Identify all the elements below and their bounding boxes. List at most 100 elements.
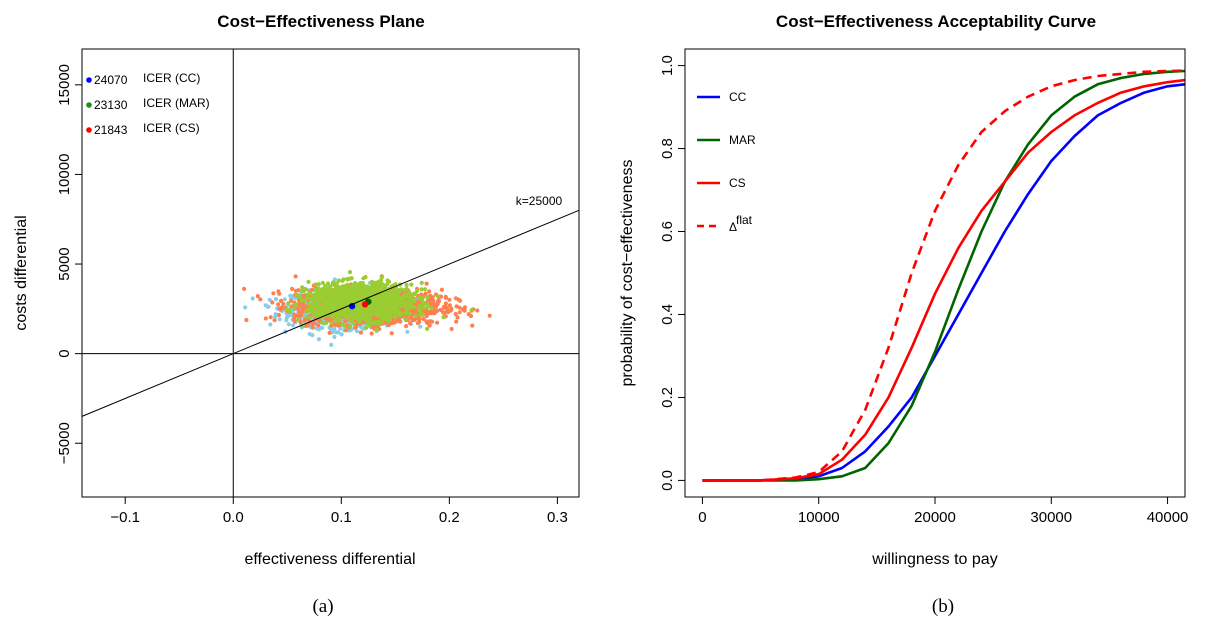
scatter-point (305, 295, 310, 301)
scatter-point (360, 306, 365, 311)
scatter-point (453, 312, 458, 317)
scatter-point (301, 288, 306, 293)
scatter-point (376, 299, 381, 304)
scatter-point (255, 294, 260, 299)
scatter-point (319, 313, 324, 318)
scatter-point (347, 270, 353, 275)
scatter-point (377, 312, 382, 317)
scatter-point (304, 309, 309, 314)
scatter-point (425, 295, 430, 300)
scatter-point (418, 324, 423, 329)
ce-plane-plot-box (81, 48, 580, 498)
scatter-point (393, 311, 398, 316)
scatter-point (347, 310, 353, 315)
scatter-point (242, 286, 247, 291)
scatter-point (404, 283, 409, 288)
scatter-point (320, 280, 325, 285)
scatter-point (359, 282, 364, 287)
scatter-point (408, 302, 413, 307)
scatter-point (268, 315, 273, 320)
ceac-line-mar (702, 69, 1186, 482)
scatter-point (272, 318, 277, 323)
scatter-point (294, 292, 299, 298)
scatter-point (446, 308, 451, 314)
scatter-point (334, 330, 339, 335)
y-tick-label: 15000 (56, 64, 73, 106)
scatter-point (277, 317, 282, 322)
scatter-point (323, 283, 328, 289)
scatter-point (340, 296, 345, 301)
scatter-point (345, 277, 350, 282)
legend-entry: CC (697, 90, 747, 104)
scatter-point (386, 319, 391, 324)
scatter-point (372, 319, 377, 324)
scatter-point (322, 298, 327, 303)
scatter-point (456, 297, 461, 302)
scatter-point (332, 295, 337, 300)
scatter-point (330, 281, 336, 286)
scatter-point (347, 324, 353, 329)
scatter-point (338, 326, 343, 331)
x-tick-label: 20000 (914, 509, 956, 526)
scatter-point (292, 305, 297, 310)
scatter-point (379, 294, 385, 299)
scatter-point (276, 312, 281, 318)
y-tick-label: 0.6 (659, 221, 676, 242)
legend-icer-label: ICER (CS) (143, 121, 200, 135)
scatter-point (306, 323, 311, 328)
ce-plane-x-axis-label: effectiveness differential (244, 551, 415, 568)
scatter-point (443, 301, 448, 306)
scatter-point (316, 323, 321, 328)
scatter-point (427, 311, 432, 316)
scatter-point (443, 295, 448, 300)
scatter-point (356, 318, 361, 323)
scatter-point (290, 295, 295, 300)
scatter-point (425, 301, 430, 306)
scatter-point (402, 292, 407, 297)
scatter-point (300, 309, 305, 314)
scatter-point (359, 288, 364, 293)
x-tick-label: 0.1 (331, 509, 352, 526)
scatter-point (362, 311, 368, 316)
x-tick-label: 40000 (1147, 509, 1189, 526)
ceac-series-lines (702, 69, 1186, 482)
ceac-plot-box (684, 48, 1186, 498)
scatter-point (271, 291, 276, 296)
scatter-point (395, 296, 400, 301)
scatter-point (381, 286, 386, 292)
scatter-point (380, 303, 385, 308)
scatter-cloud-mar (284, 270, 474, 332)
scatter-point (415, 288, 420, 293)
ce-plane-x-axis: −0.1 0.0 0.1 0.2 0.3 (110, 497, 568, 526)
scatter-point (334, 300, 339, 305)
scatter-point (332, 326, 337, 331)
scatter-point (390, 306, 395, 311)
scatter-point (308, 296, 314, 301)
legend-entry: 23130 ICER (MAR) (86, 96, 210, 112)
scatter-point (371, 306, 376, 311)
scatter-point (447, 297, 452, 302)
scatter-point (441, 315, 446, 320)
scatter-point (296, 317, 301, 322)
scatter-point (353, 295, 358, 300)
scatter-point (363, 325, 369, 331)
scatter-point (284, 318, 289, 323)
x-tick-label: 30000 (1030, 509, 1072, 526)
scatter-point (290, 323, 296, 328)
scatter-point (278, 298, 284, 303)
scatter-point (325, 300, 330, 306)
scatter-point (435, 294, 441, 299)
scatter-point (267, 297, 272, 302)
scatter-point (434, 309, 439, 314)
scatter-point (340, 278, 345, 283)
scatter-point (347, 285, 352, 290)
scatter-point (289, 298, 294, 303)
scatter-point (405, 329, 410, 334)
scatter-point (439, 308, 444, 313)
scatter-point (374, 327, 379, 332)
scatter-point (329, 320, 334, 325)
ceac-line-cs (702, 78, 1186, 482)
ceac-line-delta-flat (702, 69, 1186, 482)
ce-plane-y-axis: −5000 0 5000 10000 15000 (56, 64, 82, 464)
scatter-point (377, 322, 382, 327)
